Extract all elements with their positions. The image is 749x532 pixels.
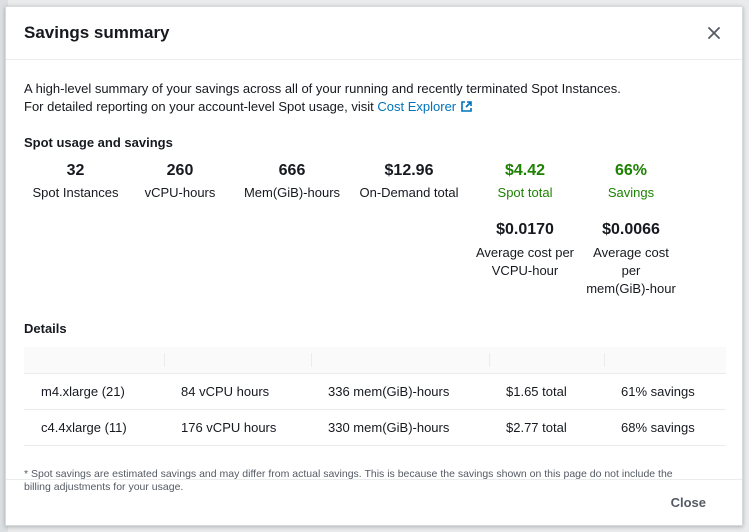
modal-body: A high-level summary of your savings acr… [6,60,742,494]
stat-label-line-1: Average cost per [593,245,669,278]
mem-hours-cell: 330 mem(GiB)-hours [311,409,489,446]
modal-title: Savings summary [24,23,170,42]
stat-value: $4.42 [504,162,546,179]
details-table: m4.xlarge (21) 84 vCPU hours 336 mem(GiB… [24,347,726,446]
table-header-cell [604,347,726,374]
stat-value: $0.0170 [496,221,554,238]
modal-footer: Close [6,479,742,525]
avg-cost-vcpu: $0.0170 Average cost per VCPU-hour [467,219,583,298]
stat-vcpu-hours: 260 vCPU-hours [127,160,233,202]
stat-savings: 66% Savings [583,160,679,202]
table-header-cell [24,347,164,374]
close-button[interactable]: Close [670,495,706,510]
usage-heading: Spot usage and savings [24,135,173,150]
stat-mem-hours: 666 Mem(GiB)-hours [233,160,351,202]
vcpu-hours-cell: 176 vCPU hours [164,409,311,446]
stat-label: On-Demand total [359,185,459,200]
details-heading: Details [24,321,67,336]
mem-hours-cell: 336 mem(GiB)-hours [311,373,489,410]
stat-label: Spot total [497,185,553,200]
intro-line-2: For detailed reporting on your account-l… [24,98,724,118]
stat-spot-total: $4.42 Spot total [467,160,583,202]
savings-cell: 61% savings [604,373,726,410]
stat-label: vCPU-hours [144,185,216,200]
stat-label-line-2: VCPU-hour [491,263,559,278]
external-link-icon [460,100,473,118]
stat-on-demand-total: $12.96 On-Demand total [351,160,467,202]
table-row: c4.4xlarge (11) 176 vCPU hours 330 mem(G… [24,409,726,446]
stat-value: $0.0066 [602,221,660,238]
averages-grid: $0.0170 Average cost per VCPU-hour $0.00… [24,219,724,298]
savings-summary-modal: Savings summary A high-level summary of … [5,6,743,526]
table-header-row [24,347,726,374]
total-cell: $2.77 total [489,409,604,446]
total-cell: $1.65 total [489,373,604,410]
stat-label: Savings [607,185,655,200]
footnote-line-1: * Spot savings are estimated savings and… [24,467,673,480]
footnote-line-2: billing adjustments for your usage. [24,480,184,493]
stat-label: Mem(GiB)-hours [243,185,341,200]
stat-value: 32 [66,162,85,179]
instance-type-cell: m4.xlarge (21) [24,373,164,410]
vcpu-hours-cell: 84 vCPU hours [164,373,311,410]
table-row: m4.xlarge (21) 84 vCPU hours 336 mem(GiB… [24,373,726,410]
intro-text: A high-level summary of your savings acr… [24,80,724,118]
stat-value: 666 [278,162,306,179]
savings-cell: 68% savings [604,409,726,446]
modal-header: Savings summary [6,7,742,60]
stat-label: Average cost per VCPU-hour [467,244,583,280]
table-header-cell [311,347,489,374]
stat-label: Average cost per mem(GiB)-hour [583,244,679,298]
avg-cost-mem: $0.0066 Average cost per mem(GiB)-hour [583,219,679,298]
table-header-cell [164,347,311,374]
stat-spot-instances: 32 Spot Instances [24,160,127,202]
intro-line-1: A high-level summary of your savings acr… [24,81,621,96]
stats-grid: 32 Spot Instances 260 vCPU-hours 666 Mem… [24,160,724,202]
cost-explorer-link[interactable]: Cost Explorer [377,99,473,114]
page-backdrop [0,0,8,532]
close-icon[interactable] [704,23,724,43]
instance-type-cell: c4.4xlarge (11) [24,409,164,446]
stat-value: 66% [614,162,648,179]
stat-value: $12.96 [384,162,434,179]
stat-label-line-2: mem(GiB)-hour [586,281,676,296]
stat-label: Spot Instances [32,185,119,200]
cost-explorer-link-label: Cost Explorer [377,99,457,114]
stat-label-line-1: Average cost per [475,245,575,260]
stat-value: 260 [166,162,194,179]
intro-line-2-prefix: For detailed reporting on your account-l… [24,99,378,114]
footnote: * Spot savings are estimated savings and… [24,468,724,494]
table-header-cell [489,347,604,374]
